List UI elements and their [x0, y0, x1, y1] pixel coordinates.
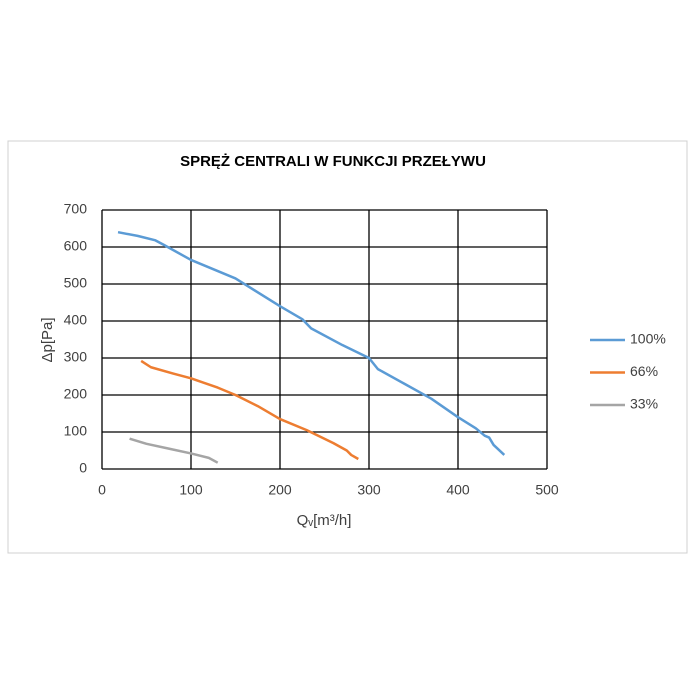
x-tick-label: 400 [446, 482, 470, 498]
y-tick-label: 600 [64, 238, 88, 254]
x-tick-label: 500 [535, 482, 559, 498]
y-tick-label: 200 [64, 386, 88, 402]
series-line [140, 359, 359, 461]
chart-title: SPRĘŻ CENTRALI W FUNKCJI PRZEŁYWU [180, 153, 486, 170]
x-tick-label: 300 [357, 482, 381, 498]
x-tick-label: 200 [268, 482, 292, 498]
y-tick-label: 400 [64, 312, 88, 328]
series-line [129, 437, 219, 464]
x-tick-label: 100 [179, 482, 203, 498]
legend-label: 66% [630, 363, 658, 379]
x-axis-label: Qᵥ[m³/h] [297, 512, 352, 529]
legend-label: 33% [630, 396, 658, 412]
y-tick-label: 300 [64, 349, 88, 365]
y-axis-label: Δp[Pa] [39, 317, 56, 362]
x-tick-label: 0 [98, 482, 106, 498]
y-tick-label: 0 [79, 460, 87, 476]
y-tick-label: 700 [64, 201, 88, 217]
series-line [117, 230, 506, 456]
y-tick-label: 500 [64, 275, 88, 291]
y-tick-label: 100 [64, 423, 88, 439]
legend-label: 100% [630, 331, 666, 347]
